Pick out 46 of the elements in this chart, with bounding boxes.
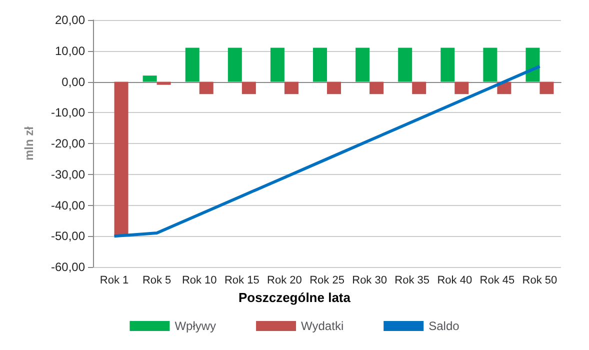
bar bbox=[440, 48, 455, 82]
y-tick-label: -20,00 bbox=[50, 136, 86, 150]
bar bbox=[370, 82, 384, 94]
bar bbox=[412, 82, 426, 94]
bar bbox=[313, 48, 327, 82]
x-tick-label: Rok 10 bbox=[182, 274, 217, 286]
x-tick-label: Rok 25 bbox=[310, 274, 344, 286]
x-tick-label: Rok 45 bbox=[480, 274, 515, 286]
bar bbox=[114, 82, 128, 236]
x-tick-label: Rok 15 bbox=[224, 274, 260, 286]
bar bbox=[483, 48, 498, 82]
y-tick-label: -10,00 bbox=[50, 106, 86, 120]
y-tick-label: 20,00 bbox=[54, 13, 86, 27]
bar bbox=[156, 82, 171, 85]
x-axis-title: Poszczególne lata bbox=[238, 290, 352, 305]
legend-label: Saldo bbox=[428, 319, 460, 333]
x-tick-label: Rok 1 bbox=[100, 274, 129, 286]
y-tick-label: -50,00 bbox=[50, 229, 86, 244]
legend-label: Wydatki bbox=[301, 319, 344, 333]
x-tick-label: Rok 50 bbox=[522, 274, 558, 286]
bar bbox=[284, 82, 298, 94]
x-tick-label: Rok 20 bbox=[267, 274, 302, 286]
y-axis-title: mln zł bbox=[22, 126, 36, 161]
x-tick-label: Rok 40 bbox=[437, 274, 472, 286]
legend-label: Wpływy bbox=[174, 319, 216, 333]
line-series bbox=[112, 64, 542, 238]
bar bbox=[142, 76, 157, 82]
y-tick-label: 10,00 bbox=[54, 44, 86, 58]
y-tick-label: -60,00 bbox=[50, 260, 86, 274]
bar bbox=[185, 48, 200, 82]
bar bbox=[526, 48, 540, 82]
x-tick-label: Rok 35 bbox=[394, 274, 430, 286]
x-tick-label: Rok 5 bbox=[142, 274, 172, 286]
y-tick-label: 0,00 bbox=[62, 74, 86, 89]
bar bbox=[540, 82, 554, 94]
bar bbox=[242, 82, 256, 94]
bar bbox=[356, 48, 370, 82]
y-tick-label: -40,00 bbox=[50, 198, 86, 212]
bar bbox=[228, 48, 242, 82]
bar bbox=[270, 48, 284, 82]
bar bbox=[199, 82, 214, 94]
bar bbox=[398, 48, 412, 82]
y-tick-label: -30,00 bbox=[50, 167, 86, 182]
bar bbox=[454, 82, 469, 94]
bar bbox=[327, 82, 341, 94]
x-tick-label: Rok 30 bbox=[352, 274, 387, 286]
